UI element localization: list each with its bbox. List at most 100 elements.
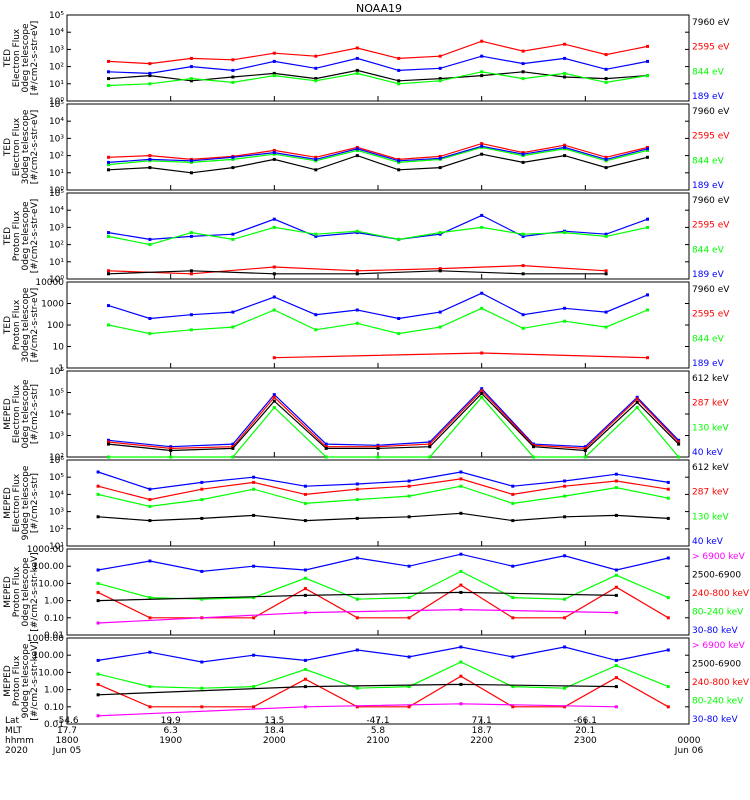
data-point: [355, 147, 359, 151]
data-point: [438, 79, 442, 83]
panel-0: 10⁰ 10¹ 10² 10³ 10⁴ 10⁵ TED Electron Flux 0deg t…: [3, 11, 730, 107]
data-point: [355, 686, 359, 690]
data-point: [252, 616, 256, 620]
bottom-value: 18.7: [472, 726, 492, 736]
data-point: [521, 77, 525, 81]
series-line: [108, 142, 648, 161]
legend-entry: 189 eV: [692, 92, 725, 102]
data-point: [583, 455, 587, 459]
series-line: [108, 69, 648, 82]
data-point: [480, 213, 484, 217]
data-point: [355, 556, 359, 560]
data-point: [272, 157, 276, 161]
data-point: [148, 650, 152, 654]
data-point: [272, 308, 276, 312]
y-tick-label: 10⁴: [49, 410, 64, 420]
data-point: [604, 77, 608, 81]
data-point: [355, 321, 359, 325]
data-point: [428, 455, 432, 459]
data-point: [189, 328, 193, 332]
data-point: [666, 596, 670, 600]
y-tick-label: 1000.00: [27, 634, 64, 644]
data-point: [646, 155, 649, 159]
bottom-value: 0000: [678, 736, 701, 746]
series-3: [107, 269, 608, 276]
data-point: [231, 80, 235, 84]
data-point: [521, 234, 525, 238]
data-point: [459, 569, 463, 573]
y-axis-label: 0deg telescope: [21, 379, 31, 449]
bottom-value: Jun 06: [674, 746, 704, 756]
data-point: [604, 53, 608, 57]
data-point: [272, 406, 276, 409]
y-tick-label: 10⁶: [49, 367, 64, 377]
data-point: [511, 519, 515, 523]
data-point: [148, 74, 152, 78]
bottom-value: -66.1: [574, 716, 597, 726]
data-point: [583, 449, 587, 452]
data-point: [511, 596, 515, 600]
data-point: [314, 328, 318, 332]
data-point: [355, 272, 359, 276]
data-point: [200, 516, 204, 520]
data-point: [666, 487, 670, 491]
legend-entry: 240-800 keV: [692, 678, 750, 688]
data-point: [480, 291, 484, 295]
y-axis-label: [#/cm2-s-str-eV]: [30, 288, 40, 363]
data-point: [459, 552, 463, 556]
data-point: [397, 168, 401, 172]
data-point: [646, 225, 649, 229]
data-point: [200, 480, 204, 484]
series-line: [108, 292, 648, 320]
y-axis-label: Proton Flux: [12, 210, 22, 261]
data-point: [459, 674, 463, 678]
data-point: [355, 148, 359, 152]
data-point: [231, 155, 235, 159]
y-axis-label: 90deg telescope: [21, 643, 31, 718]
data-point: [303, 705, 307, 709]
series-0: [107, 213, 649, 241]
legend-entry: 287 keV: [692, 488, 729, 498]
data-point: [231, 157, 235, 161]
y-tick-label: 100: [47, 321, 64, 331]
data-point: [459, 645, 463, 649]
data-point: [604, 325, 608, 329]
y-tick-label: 10²: [49, 453, 64, 463]
data-point: [96, 590, 100, 594]
y-axis-label: MEPED: [3, 487, 13, 519]
series-line: [97, 485, 669, 508]
data-point: [303, 658, 307, 662]
data-point: [563, 484, 567, 488]
data-point: [563, 56, 567, 60]
legend-entry: 7960 eV: [692, 196, 730, 206]
data-point: [272, 148, 276, 152]
data-point: [96, 682, 100, 686]
legend-entry: 287 keV: [692, 399, 729, 409]
data-point: [189, 65, 193, 69]
legend-entry: 844 eV: [692, 156, 725, 166]
bottom-value: -54.6: [55, 716, 79, 726]
data-point: [511, 492, 515, 496]
data-point: [272, 217, 276, 221]
y-axis-label: Electron Flux: [12, 117, 22, 176]
data-point: [169, 455, 173, 459]
legend-entry: 7960 eV: [692, 18, 730, 28]
bottom-value: 77.1: [472, 716, 492, 726]
data-point: [397, 56, 401, 60]
series-0: [107, 152, 649, 175]
data-point: [355, 46, 359, 50]
series-3: [96, 682, 618, 697]
series-2: [107, 264, 608, 276]
data-point: [231, 442, 235, 446]
panel-7: 0.01 0.10 1.00 10.00 100.00 1000.00 MEPED Proto…: [3, 634, 750, 730]
data-point: [231, 310, 235, 314]
data-point: [200, 705, 204, 709]
legend-entry: 612 keV: [692, 374, 729, 384]
y-tick-label: 100.00: [33, 562, 65, 572]
y-axis-label: 0deg telescope: [21, 201, 31, 271]
series-line: [98, 703, 617, 717]
data-point: [407, 616, 411, 620]
series-line: [97, 675, 669, 708]
y-axis-label: TED: [3, 138, 13, 157]
data-point: [563, 515, 567, 519]
